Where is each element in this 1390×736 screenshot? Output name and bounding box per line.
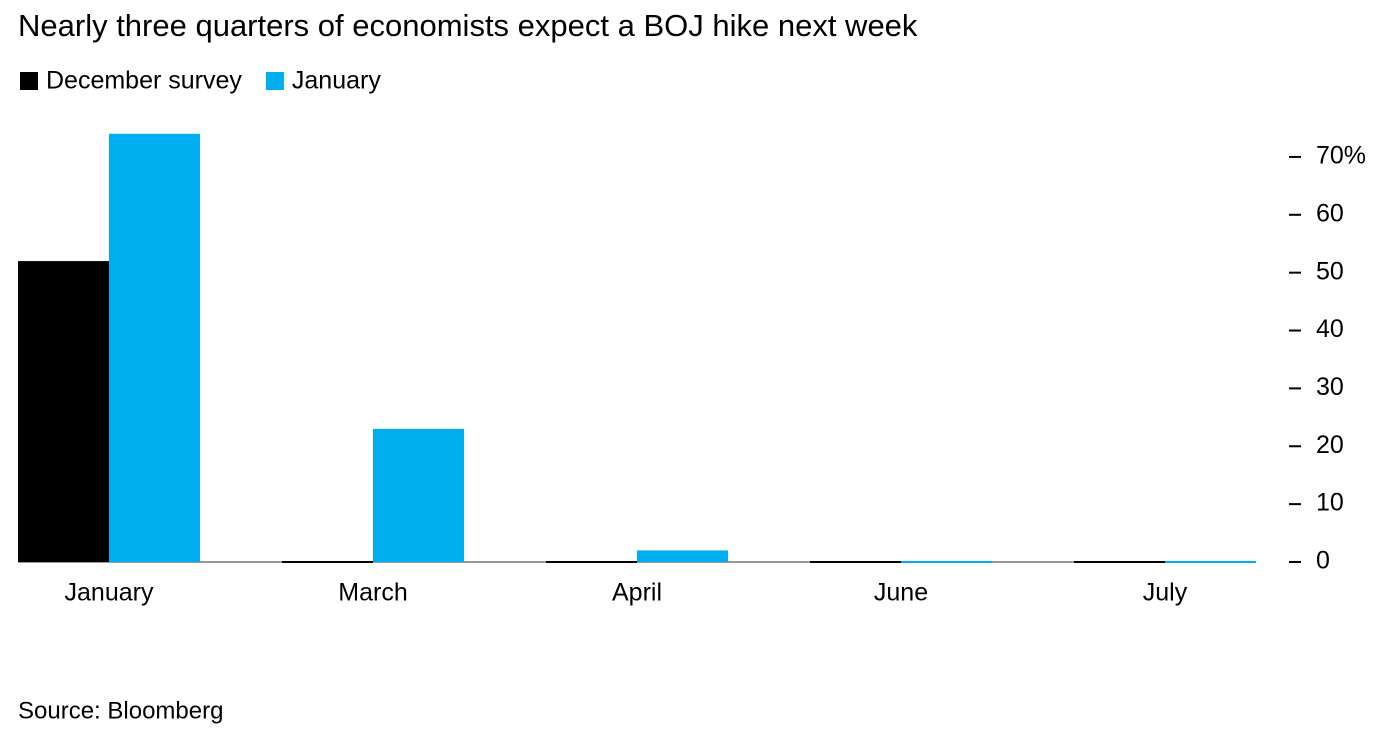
y-tick-label: 50 (1316, 257, 1344, 285)
bar (282, 561, 373, 563)
bar (546, 561, 637, 563)
bar (810, 561, 901, 563)
y-tick-label: 40 (1316, 315, 1344, 343)
bar (373, 428, 464, 562)
x-tick-label: March (338, 579, 407, 607)
x-tick-label: June (874, 579, 928, 607)
bar (1074, 561, 1165, 563)
bar (18, 261, 109, 562)
bar (1165, 561, 1256, 563)
legend-label: January (292, 67, 381, 95)
x-tick-label: July (1143, 579, 1188, 607)
y-tick-label: 30 (1316, 373, 1344, 401)
bar (637, 550, 728, 562)
y-tick-label: 20 (1316, 431, 1344, 459)
y-tick-label: 70% (1316, 142, 1366, 170)
y-tick-label: 10 (1316, 489, 1344, 517)
bar (901, 561, 992, 563)
y-tick-label: 0 (1316, 547, 1330, 575)
chart-title: Nearly three quarters of economists expe… (18, 8, 918, 43)
legend-swatch (20, 72, 38, 90)
y-tick-label: 60 (1316, 199, 1344, 227)
source-note: Source: Bloomberg (18, 697, 223, 724)
legend-label: December survey (46, 67, 242, 95)
legend-swatch (265, 72, 284, 90)
x-tick-label: April (612, 579, 662, 607)
x-tick-label: January (65, 579, 154, 607)
bar (109, 133, 200, 562)
